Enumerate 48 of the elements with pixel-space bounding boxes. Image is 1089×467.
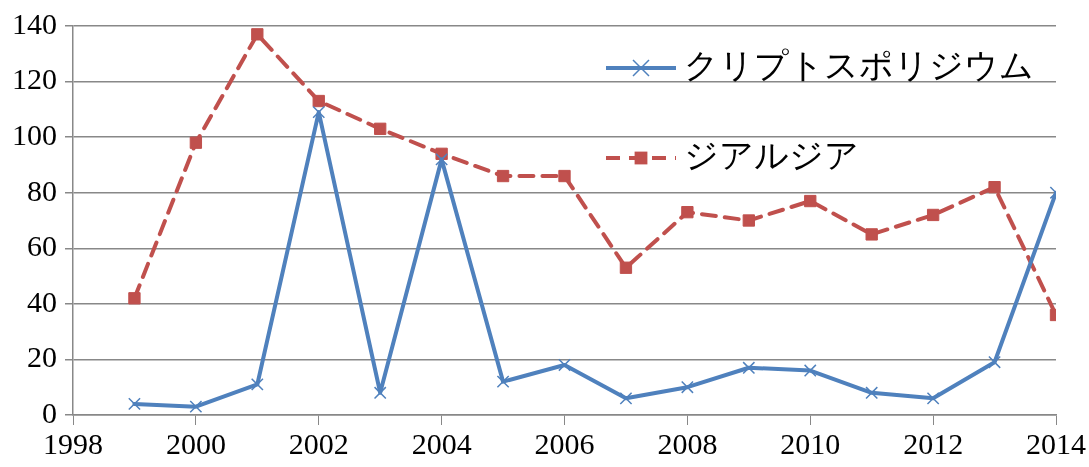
point [312,94,325,108]
point [374,122,387,135]
point [742,214,755,227]
x-tick-label: 1998 [43,426,103,460]
y-tick-label: 80 [27,173,57,207]
point [496,169,510,183]
point [865,386,879,400]
point [803,364,817,377]
point [250,378,264,391]
legend-label: クリプトスポリジウム [684,46,1034,84]
point [189,400,203,414]
point [128,292,141,305]
point [742,361,756,375]
point [804,194,817,208]
point [681,206,694,219]
y-tick-label: 100 [12,118,57,152]
y-tick-label: 60 [27,229,57,263]
y-tick-label: 20 [27,340,57,374]
x-tick-label: 2012 [903,426,964,460]
point [619,391,633,405]
point [865,228,878,241]
point [373,386,387,400]
y-tick-label: 40 [27,284,57,318]
x-tick-label: 2006 [534,426,595,460]
point [680,380,694,394]
point [619,261,633,274]
y-tick-label: 140 [12,6,57,40]
x-tick-label: 2000 [165,426,226,460]
x-tick-label: 2014 [1026,426,1086,460]
point [926,391,940,405]
x-tick-label: 2002 [288,426,349,460]
point [312,105,326,119]
point [988,355,1001,369]
y-tick-label: 120 [12,62,57,96]
point [128,397,141,411]
x-tick-label: 2008 [657,426,718,460]
point [926,208,940,222]
point [558,358,571,372]
x-tick-label: 2010 [780,426,841,460]
point [558,169,571,183]
point [435,152,449,166]
y-tick-label: 0 [42,395,57,429]
point [189,136,203,149]
point [251,28,264,41]
legend-label: ジアルジア [684,136,859,174]
x-tick-label: 2004 [411,426,472,460]
point [988,181,1001,194]
point [496,375,510,389]
